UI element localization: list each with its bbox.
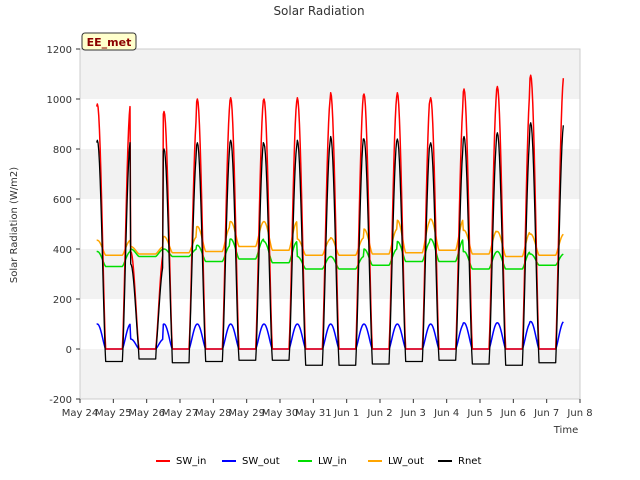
plot-frame (79, 48, 581, 400)
x-tick-label: Jun 4 (433, 408, 459, 419)
y-tick-label: 0 (66, 345, 72, 356)
series-line-rnet (96, 122, 564, 366)
y-tick-label: 200 (53, 295, 72, 306)
x-tick-label: Jun 3 (400, 408, 426, 419)
x-tick-label: Jun 1 (333, 408, 359, 419)
y-tick-label: 1000 (47, 95, 72, 106)
x-tick-label: May 30 (262, 408, 299, 419)
y-tick-label: 800 (53, 145, 72, 156)
x-tick-label: May 27 (162, 408, 199, 419)
x-tick-label: Jun 2 (366, 408, 392, 419)
x-tick-label: May 25 (95, 408, 132, 419)
station-badge-box (81, 32, 137, 51)
x-tick-label: May 28 (195, 408, 232, 419)
grid-band (80, 349, 580, 399)
grid-band (80, 49, 580, 99)
x-tick-label: Jun 5 (466, 408, 492, 419)
y-axis: -200 0 200 400 600 800 1000 1200 (47, 45, 80, 406)
legend: SW_in SW_out LW_in LW_out Rnet (156, 456, 481, 467)
x-tick-label: May 24 (62, 408, 99, 419)
grid-bands (80, 49, 580, 399)
plot-lines (95, 74, 565, 366)
legend-label: LW_in (318, 456, 347, 467)
y-tick-label: 1200 (47, 45, 72, 56)
station-badge-text: EE_met (87, 36, 132, 49)
x-tick-label: May 29 (228, 408, 265, 419)
y-tick-label: -200 (49, 395, 72, 406)
series-line-sw-in (95, 74, 565, 350)
x-tick-label: May 26 (128, 408, 165, 419)
legend-label: Rnet (458, 456, 481, 467)
x-axis-label: Time (553, 425, 578, 436)
series-line-lw-out (96, 218, 564, 258)
chart-title: Solar Radiation (273, 4, 364, 18)
y-tick-label: 600 (53, 195, 72, 206)
legend-label: LW_out (388, 456, 424, 467)
series-line-sw-out (96, 320, 564, 350)
station-badge: EE_met (81, 32, 137, 51)
y-axis-label: Solar Radiation (W/m2) (9, 167, 20, 283)
x-tick-label: Jun 6 (500, 408, 526, 419)
x-tick-label: Jun 7 (533, 408, 559, 419)
x-tick-label: Jun 8 (566, 408, 592, 419)
legend-label: SW_out (242, 456, 280, 467)
legend-label: SW_in (176, 456, 206, 467)
x-tick-label: May 31 (295, 408, 332, 419)
y-tick-label: 400 (53, 245, 72, 256)
grid-band (80, 149, 580, 199)
series-line-lw-in (96, 238, 564, 270)
